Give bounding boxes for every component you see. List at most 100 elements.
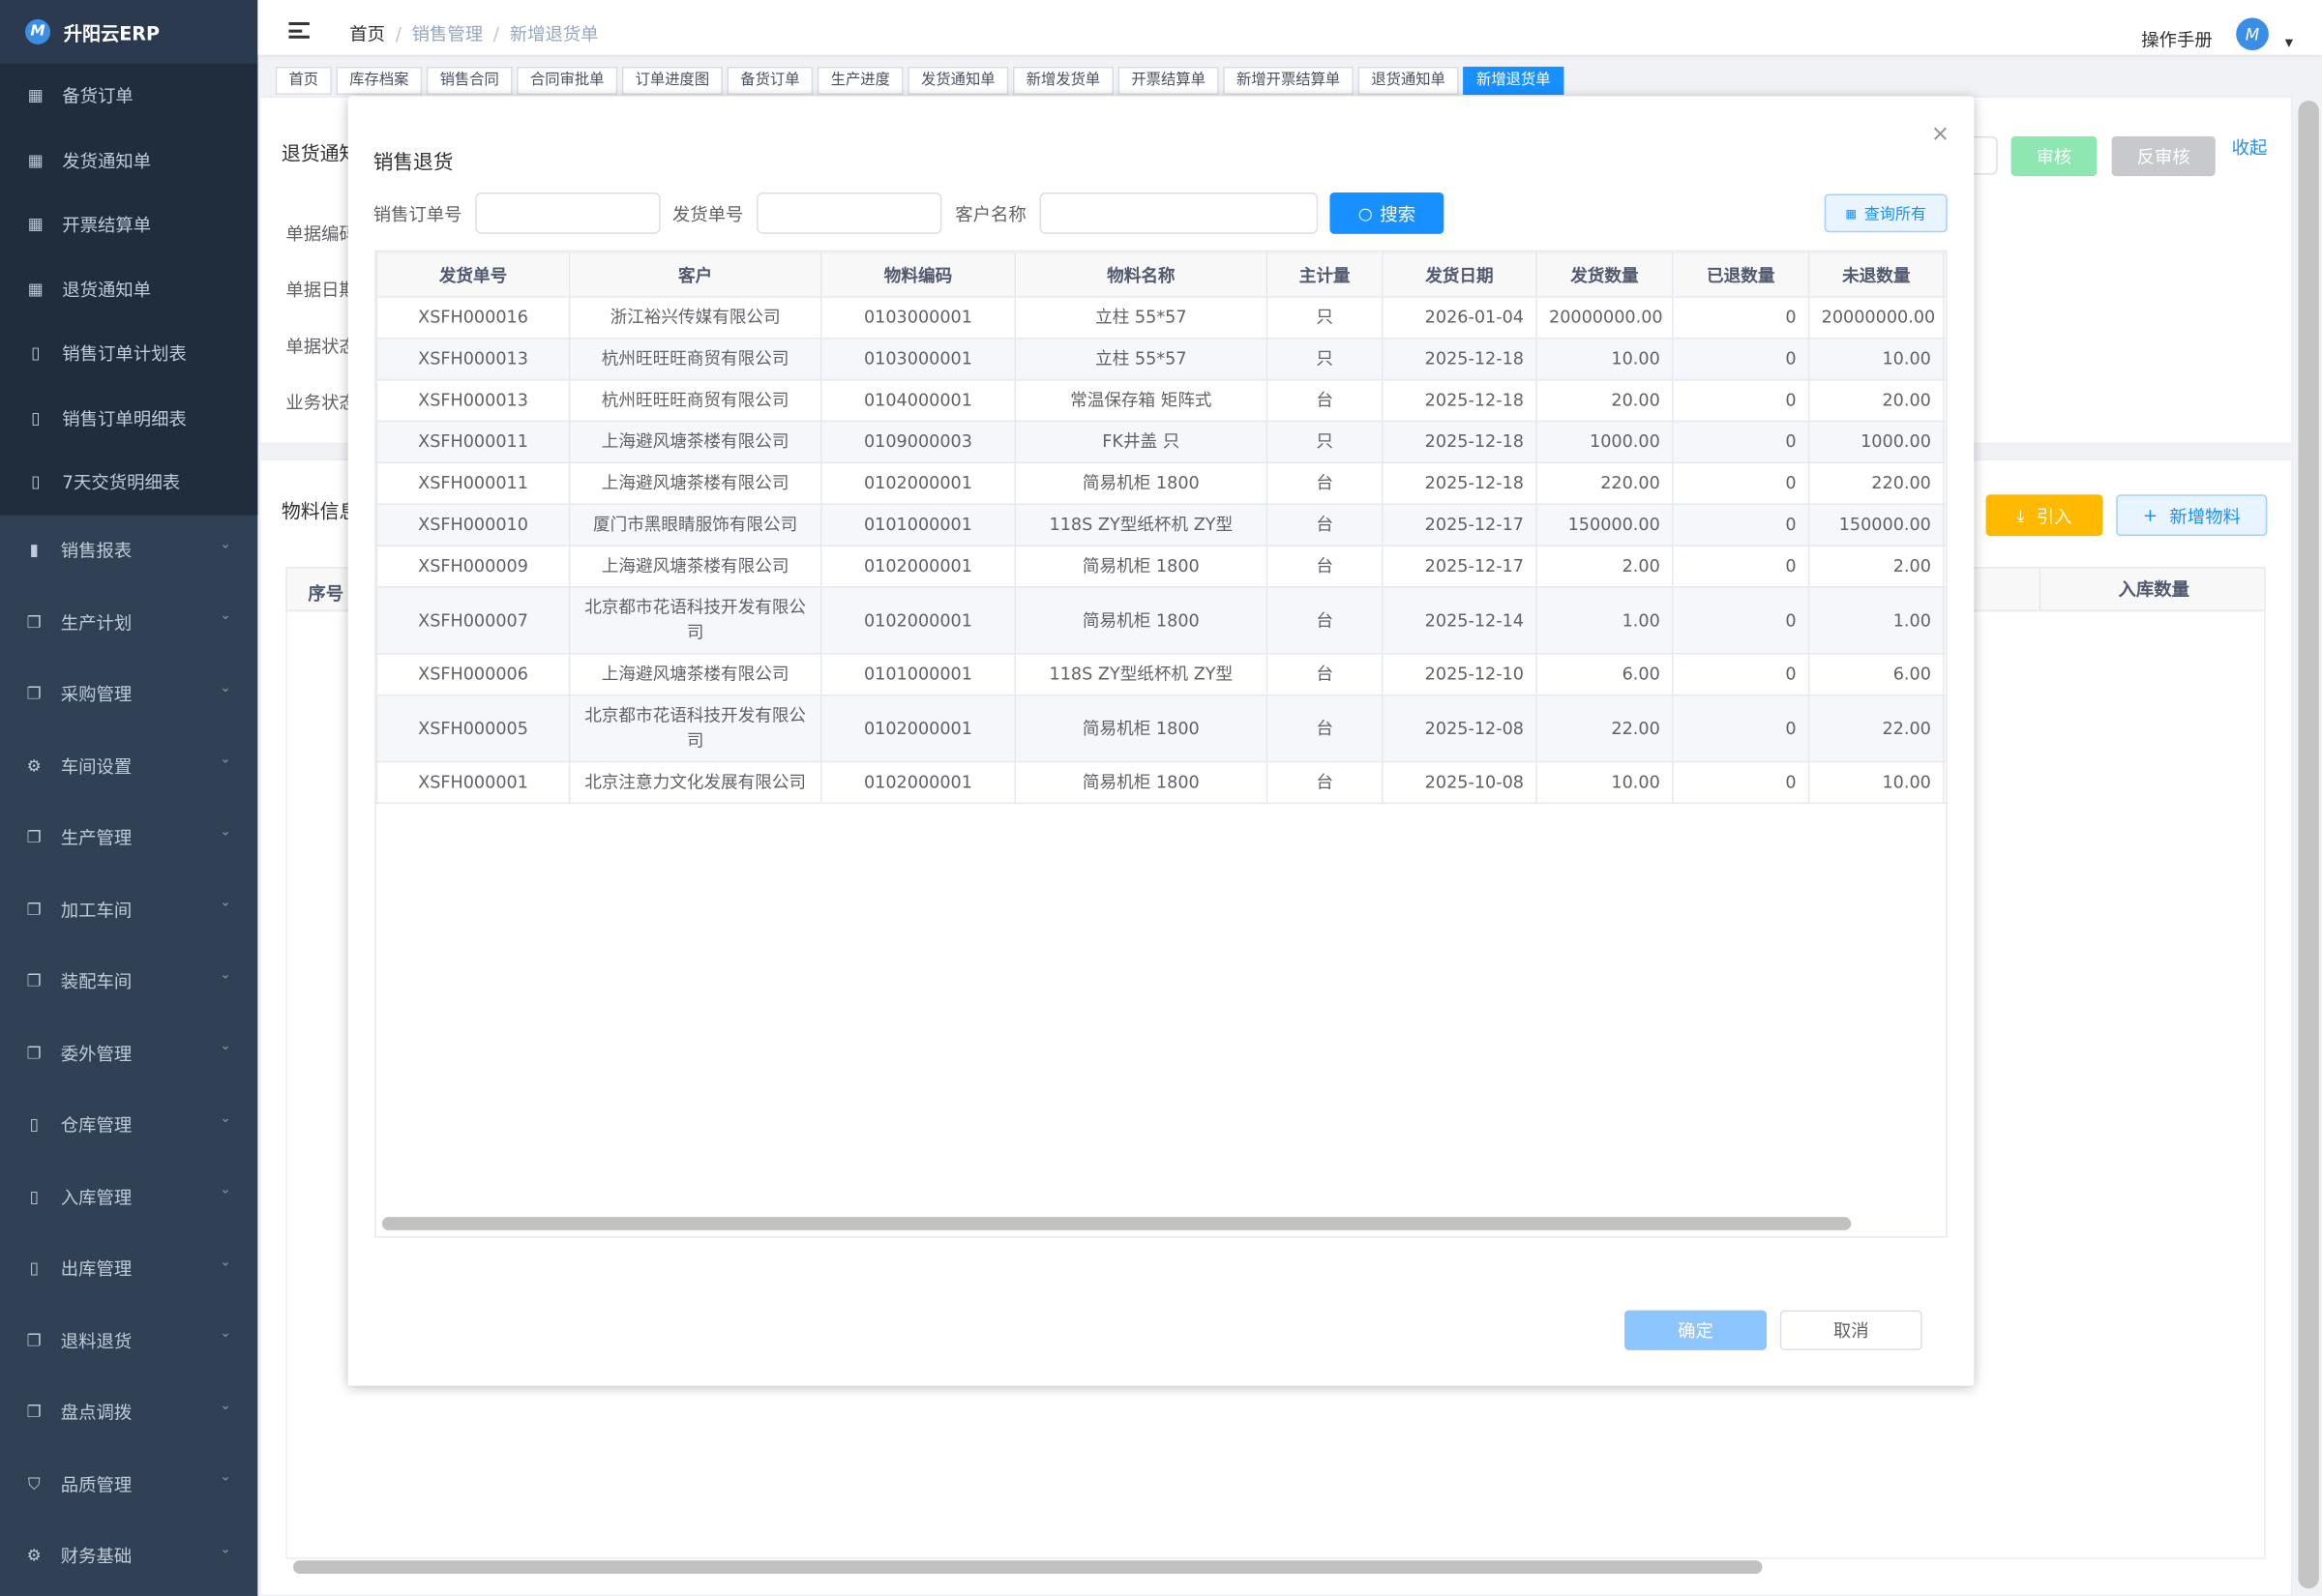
confirm-button[interactable]: 确定 [1624,1310,1768,1350]
sidebar-item[interactable]: ▯ 出库管理 ⌄ [0,1232,257,1304]
sidebar-item[interactable]: ❐ 加工车间 ⌄ [0,873,257,945]
tab[interactable]: 发货通知单 [908,66,1009,95]
sidebar-item[interactable]: ❐ 生产管理 ⌄ [0,802,257,873]
sidebar-item[interactable]: ▯ 仓库管理 ⌄ [0,1089,257,1161]
table-row[interactable]: XSFH000009 上海避风塘茶楼有限公司 0102000001 简易机柜 1800… [375,545,1947,588]
table-row[interactable]: XSFH000010 厦门市黑眼睛服饰有限公司 0101000001 118S ZY型… [375,503,1947,547]
table-row[interactable]: XSFH000011 上海避风塘茶楼有限公司 0109000003 FK井盖 只只 20… [375,420,1947,464]
order-no-input[interactable] [475,192,661,234]
table-row[interactable]: XSFH000016 浙江裕兴传媒有限公司 0103000001 立柱 55*57 只 2… [375,296,1947,340]
approve-button[interactable]: 审核 [2010,135,2098,177]
logo-icon: M [25,18,51,44]
table-cell: 2.00 [1535,545,1674,588]
table-row[interactable]: XSFH000011 上海避风塘茶楼有限公司 0102000001 简易机柜 1800… [375,461,1947,505]
breadcrumb-home[interactable]: 首页 [349,23,385,44]
sidebar-item[interactable]: ⛉ 品质管理 ⌄ [0,1448,257,1520]
table-icon: ▦ [27,150,44,170]
tab[interactable]: 备货订单 [727,66,814,95]
tab[interactable]: 新增开票结算单 [1223,66,1354,95]
table-cell: 台 [1265,694,1384,763]
chevron-down-icon: ⌄ [220,1398,231,1413]
sidebar-subitem[interactable]: ▦ 开票结算单 [0,192,257,257]
sidebar-item[interactable]: ▮ 销售报表 ⌄ [0,515,257,586]
table-cell: 10.00 [1535,337,1674,381]
table-cell: 北京都市花语科技开发有限公司 [568,586,822,655]
table-row[interactable]: XSFH000007 北京都市花语科技开发有限公司 0102000001 简易机柜 1… [375,586,1947,655]
table-cell-filler [1943,296,1947,340]
sidebar-item[interactable]: ⚙ 财务基础 ⌄ [0,1520,257,1591]
sidebar-subitem[interactable]: ▯ 销售订单计划表 [0,321,257,386]
hamburger-icon[interactable] [288,21,310,39]
avatar[interactable]: M [2236,17,2269,51]
table-cell: 台 [1265,652,1384,696]
query-all-button[interactable]: ▦ 查询所有 [1824,193,1948,233]
add-material-button[interactable]: + 新增物料 [2116,494,2268,537]
sidebar-item[interactable]: ❐ 生产计划 ⌄ [0,586,257,658]
import-button[interactable]: ⤓ 引入 [1985,494,2103,537]
column-header: 主计量 [1265,251,1384,298]
table-cell: 220.00 [1535,461,1674,505]
gear-icon: ⚙ [26,755,42,776]
tab[interactable]: 退货通知单 [1357,66,1459,95]
ship-no-input[interactable] [757,192,942,234]
sidebar-item[interactable]: ⚙ 车间设置 ⌄ [0,730,257,802]
tab[interactable]: 首页 [275,66,332,95]
horizontal-scrollbar[interactable] [293,1560,1763,1575]
cancel-button[interactable]: 取消 [1779,1310,1922,1350]
table-row[interactable]: XSFH000001 北京注意力文化发展有限公司 0102000001 简易机柜 18… [375,760,1947,805]
manual-link[interactable]: 操作手册 [2141,29,2213,51]
table-cell-filler [1943,378,1947,423]
tab[interactable]: 新增发货单 [1012,66,1115,95]
table-cell: XSFH000007 [375,586,571,655]
table-cell: 浙江裕兴传媒有限公司 [568,296,822,340]
tab[interactable]: 订单进度图 [621,66,723,95]
table-cell: XSFH000011 [375,461,571,505]
tab[interactable]: 库存档案 [336,66,423,95]
table-cell: 0103000001 [819,296,1016,340]
close-icon[interactable]: × [1930,119,1950,147]
sidebar-subitem[interactable]: ▦ 退货通知单 [0,257,257,322]
sidebar-subitem[interactable]: ▯ 7天交货明细表 [0,450,257,515]
app-logo[interactable]: M 升阳云ERP [0,0,258,64]
table-cell: 北京注意力文化发展有限公司 [568,760,822,805]
sidebar-item[interactable]: ▯ 入库管理 ⌄ [0,1161,257,1232]
tab[interactable]: 生产进度 [817,66,904,95]
sidebar-subitem[interactable]: ▯ 销售订单明细表 [0,386,257,451]
sidebar-item[interactable]: ❐ 委外管理 ⌄ [0,1018,257,1089]
caret-down-icon[interactable]: ▼ [2284,37,2293,49]
table-row[interactable]: XSFH000006 上海避风塘茶楼有限公司 0101000001 118S ZY型纸… [375,652,1947,696]
table-row[interactable]: XSFH000005 北京都市花语科技开发有限公司 0102000001 简易机柜 1… [375,694,1947,763]
sidebar-item[interactable]: ❐ 采购管理 ⌄ [0,658,257,729]
sidebar-item[interactable]: ❐ 装配车间 ⌄ [0,945,257,1017]
tab[interactable]: 新增退货单 [1463,66,1564,95]
search-icon: ○ [1357,203,1373,223]
customer-input[interactable] [1039,192,1319,234]
sidebar-item-label: 加工车间 [60,900,133,921]
sidebar-item-label: 备货订单 [62,86,134,107]
sidebar-item[interactable]: ❐ 退料退货 ⌄ [0,1304,257,1375]
collapse-link[interactable]: 收起 [2231,137,2268,159]
table-row[interactable]: XSFH000013 杭州旺旺旺商贸有限公司 0103000001 立柱 55*57 只… [375,337,1947,381]
table-cell: 2026-01-04 [1382,296,1537,340]
table-cell: 简易机柜 1800 [1014,694,1268,763]
sidebar-subitem[interactable]: ▦ 备货订单 [0,64,257,129]
table-row[interactable]: XSFH000013 杭州旺旺旺商贸有限公司 0104000001 常温保存箱 矩阵式… [375,378,1947,423]
table-cell: 0104000001 [819,378,1016,423]
sidebar-item-label: 车间设置 [60,755,133,778]
vertical-scrollbar[interactable] [2298,101,2319,1589]
field-label: 单据编码 [285,223,357,245]
table-horizontal-scrollbar[interactable] [381,1217,1852,1230]
tab[interactable]: 开票结算单 [1117,66,1219,95]
tab[interactable]: 销售合同 [426,66,513,95]
table-cell: 只 [1265,337,1384,381]
search-button[interactable]: ○ 搜索 [1329,192,1444,234]
table-cell: 0 [1672,503,1810,547]
unapprove-button[interactable]: 反审核 [2111,135,2216,177]
sidebar-subitem[interactable]: ▦ 发货通知单 [0,128,257,192]
sidebar-item[interactable]: ❐ 盘点调拨 ⌄ [0,1376,257,1448]
column-header: 发货数量 [1535,251,1674,298]
table-cell: 2025-12-18 [1382,378,1537,423]
sidebar-item-label: 发货通知单 [62,150,152,172]
table-cell: 上海避风塘茶楼有限公司 [568,420,822,464]
tab[interactable]: 合同审批单 [517,66,618,95]
